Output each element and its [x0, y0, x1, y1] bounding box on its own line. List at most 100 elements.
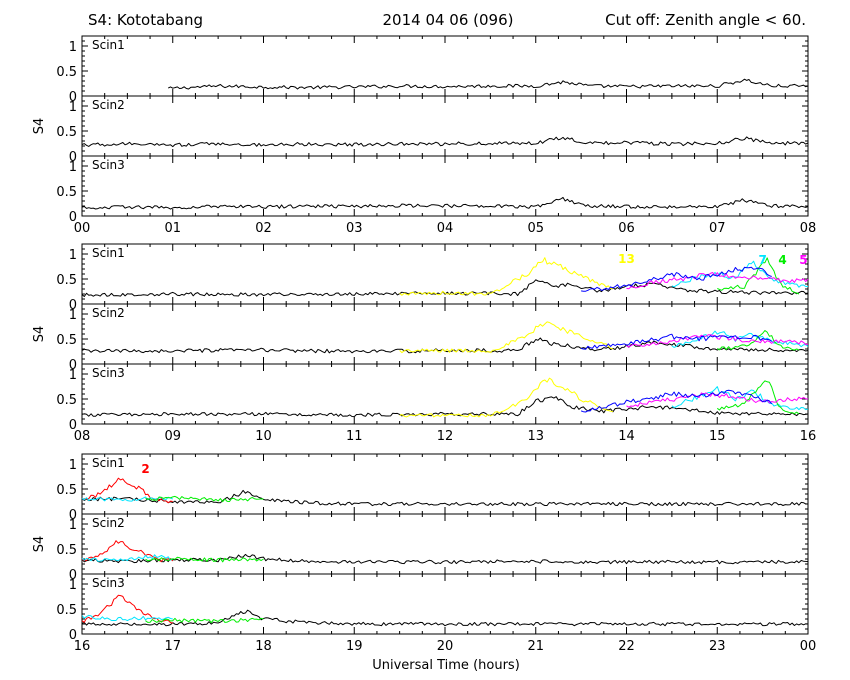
- panel-frame: [81, 155, 809, 217]
- chart-header-date: 2014 04 06 (096): [383, 11, 514, 29]
- series-line-yellow: [399, 257, 614, 296]
- series-line-blue: [580, 389, 773, 413]
- panel-label: Scin1: [92, 38, 125, 52]
- panel-scin3: 0 0.5 1 Scin3: [56, 363, 809, 433]
- y-tick-label: 0.5: [56, 543, 77, 558]
- panel-frame: [81, 573, 809, 635]
- series-line-magenta: [626, 392, 809, 408]
- y-tick-label: 0.5: [56, 125, 77, 140]
- x-tick-label: 17: [164, 639, 181, 654]
- prn-label-5: 5: [799, 253, 807, 267]
- panel-frame: [81, 513, 809, 575]
- series-line-yellow: [399, 377, 613, 418]
- y-tick-label: 1: [69, 160, 77, 175]
- y-tick-label: 1: [69, 40, 77, 55]
- series-line-magenta: [626, 334, 809, 348]
- x-tick-label: 01: [164, 221, 181, 236]
- series-line-cyan: [671, 330, 809, 348]
- x-tick-label: 21: [527, 639, 544, 654]
- x-tick-label: 11: [346, 429, 363, 444]
- series-line-black: [167, 78, 809, 90]
- x-tick-label: 08: [800, 221, 817, 236]
- y-tick-label: 0.5: [56, 603, 77, 618]
- x-tick-label: 04: [437, 221, 454, 236]
- panel-scin3: 0 0.5 1 Scin3: [56, 573, 809, 643]
- x-tick-label: 20: [437, 639, 454, 654]
- x-tick-label: 19: [346, 639, 363, 654]
- y-tick-label: 0.5: [56, 393, 77, 408]
- y-tick-label: 0: [69, 358, 77, 373]
- panel-scin1: 0 0.5 1 Scin1 2: [56, 453, 809, 523]
- series-line-black: [81, 609, 809, 627]
- prn-label-7: 7: [758, 253, 766, 267]
- series-line-green: [145, 617, 264, 624]
- x-tick-label: 08: [74, 429, 91, 444]
- panel-scin2: 0 0.5 1 Scin2 S4: [32, 303, 809, 373]
- x-tick-label: 00: [74, 221, 91, 236]
- series-line-black: [81, 489, 809, 507]
- x-tick-label: 16: [800, 429, 817, 444]
- panel-frame: [81, 95, 809, 157]
- series-line-black: [81, 396, 809, 418]
- series-line-green: [145, 556, 264, 563]
- series-line-yellow: [399, 321, 614, 354]
- y-tick-label: 1: [69, 578, 77, 593]
- x-tick-label: 18: [255, 639, 272, 654]
- panel-scin2: 0 0.5 1 Scin2 S4: [32, 513, 809, 583]
- y-tick-label: 0: [69, 568, 77, 583]
- panel-label: Scin3: [92, 158, 125, 172]
- x-tick-label: 16: [74, 639, 91, 654]
- y-tick-label: 1: [69, 518, 77, 533]
- panel-scin1: 0 0.5 1 Scin1: [56, 35, 809, 105]
- chart-header-station: S4: Kototabang: [88, 11, 203, 29]
- y-tick-label: 1: [69, 368, 77, 383]
- x-tick-label: 05: [527, 221, 544, 236]
- y-tick-label: 1: [69, 308, 77, 323]
- chart-section-1: 0 0.5 1 Scin1 0 0.5 1 Scin2 S4 0 0.5 1 Scin3 00 01 02 03…: [32, 35, 817, 236]
- y-tick-label: 0.5: [56, 185, 77, 200]
- panel-label: Scin2: [92, 516, 125, 530]
- y-tick-label: 0: [69, 628, 77, 643]
- panel-label: Scin2: [92, 98, 125, 112]
- y-tick-label: 0: [69, 90, 77, 105]
- panel-scin2: 0 0.5 1 Scin2 S4: [32, 95, 809, 165]
- prn-label-2: 2: [141, 462, 149, 476]
- x-tick-label: 13: [527, 429, 544, 444]
- panel-label: Scin3: [92, 366, 125, 380]
- panel-label: Scin2: [92, 306, 125, 320]
- x-tick-label: 15: [709, 429, 726, 444]
- chart-section-3: 0 0.5 1 Scin1 20 0.5 1 Scin2 S4 0 0.5 1 Scin3 16 17 18 1…: [32, 453, 816, 654]
- y-tick-label: 0: [69, 210, 77, 225]
- panel-scin3: 0 0.5 1 Scin3: [56, 155, 809, 225]
- series-line-red: [81, 594, 173, 624]
- series-line-green: [145, 495, 264, 503]
- y-axis-label: S4: [32, 536, 47, 553]
- panel-label: Scin3: [92, 576, 125, 590]
- x-tick-label: 14: [618, 429, 635, 444]
- x-tick-label: 07: [709, 221, 726, 236]
- series-line-blue: [581, 266, 772, 292]
- x-tick-label: 10: [255, 429, 272, 444]
- series-line-black: [81, 136, 809, 148]
- series-line-magenta: [626, 272, 809, 290]
- series-line-cyan: [671, 260, 809, 288]
- panel-frame: [81, 303, 809, 365]
- y-tick-label: 1: [69, 248, 77, 263]
- prn-label-4: 4: [778, 253, 786, 267]
- y-tick-label: 0: [69, 298, 77, 313]
- x-tick-label: 06: [618, 221, 635, 236]
- chart-header-cutoff: Cut off: Zenith angle < 60.: [605, 11, 806, 29]
- panel-scin1: 0 0.5 1 Scin1 13 7 4 5: [56, 243, 809, 313]
- series-line-cyan: [81, 614, 173, 622]
- prn-label-13: 13: [618, 252, 635, 266]
- series-line-green: [716, 380, 800, 415]
- y-tick-label: 1: [69, 458, 77, 473]
- x-tick-label: 02: [255, 221, 272, 236]
- y-tick-label: 0.5: [56, 483, 77, 498]
- series-line-blue: [580, 333, 772, 350]
- y-axis-label: S4: [32, 326, 47, 343]
- y-tick-label: 0.5: [56, 333, 77, 348]
- panel-label: Scin1: [92, 456, 125, 470]
